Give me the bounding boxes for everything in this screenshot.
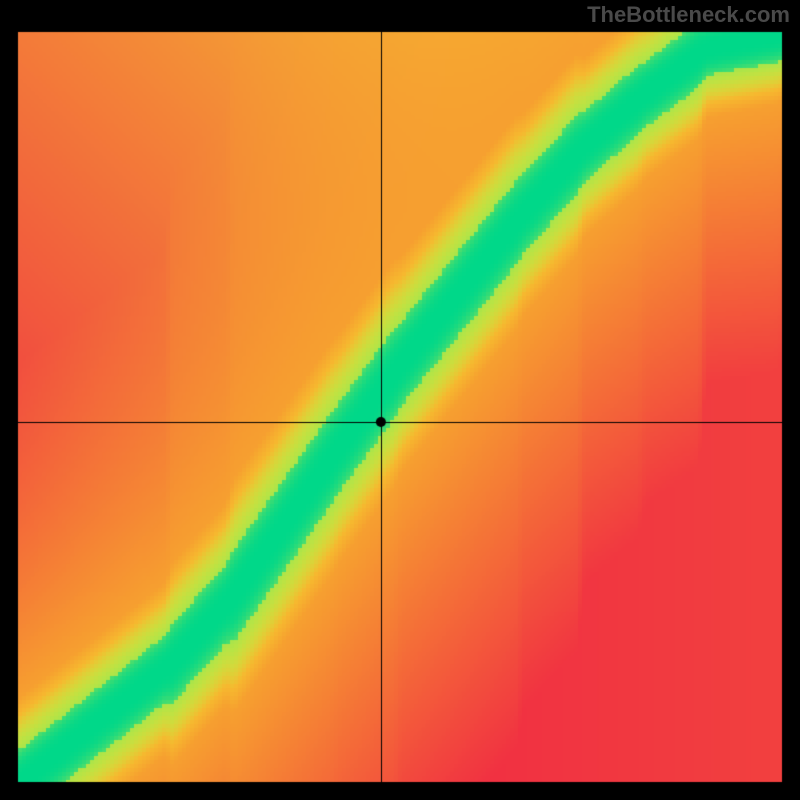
watermark-text: TheBottleneck.com [587, 2, 790, 28]
chart-container: TheBottleneck.com [0, 0, 800, 800]
heatmap-canvas [0, 0, 800, 800]
